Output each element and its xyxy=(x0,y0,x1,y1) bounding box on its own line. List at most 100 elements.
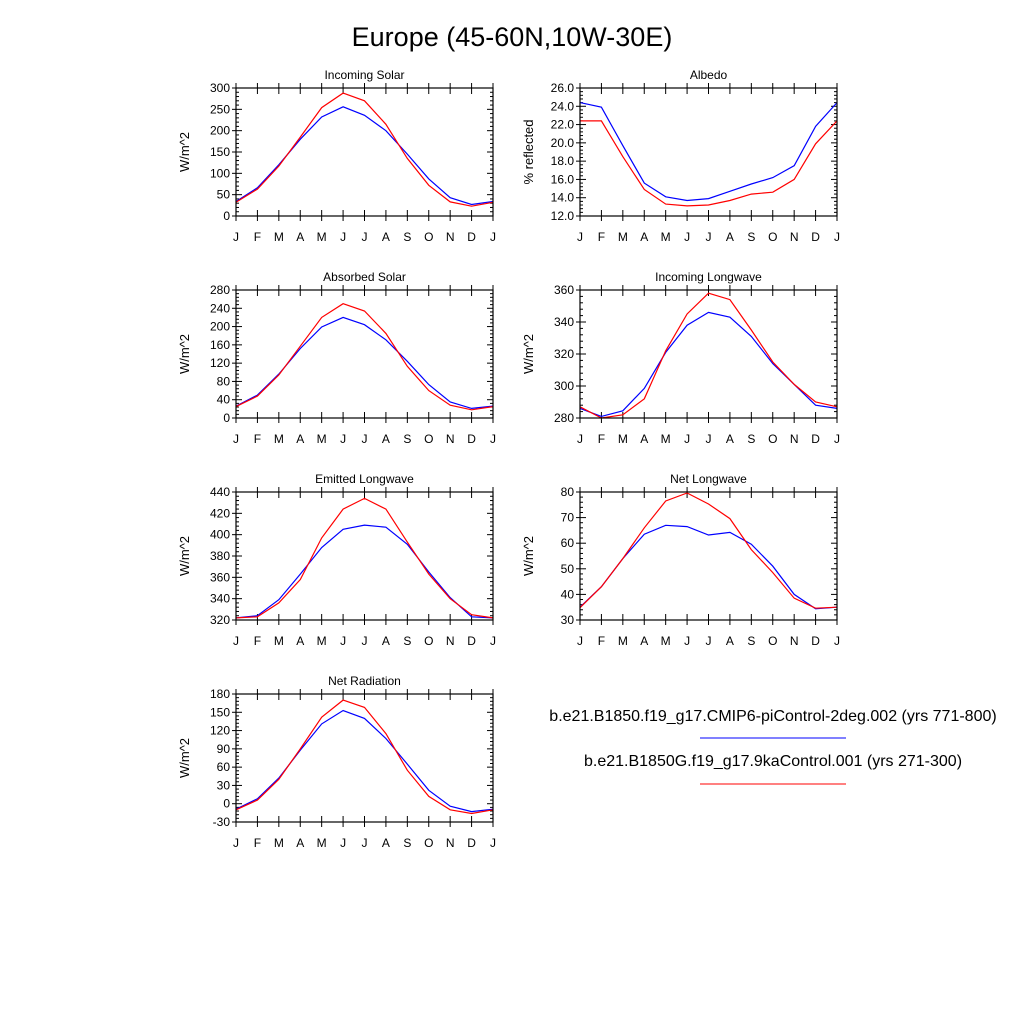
x-tick-label: D xyxy=(467,836,476,850)
x-tick-label: J xyxy=(684,634,690,648)
y-tick-label: 200 xyxy=(210,320,230,334)
y-tick-label: 280 xyxy=(210,283,230,297)
y-axis-label: W/m^2 xyxy=(177,738,192,778)
series-line-2 xyxy=(580,120,838,207)
x-tick-label: M xyxy=(661,432,671,446)
x-tick-label: D xyxy=(811,634,820,648)
x-tick-label: J xyxy=(362,432,368,446)
y-tick-label: 30 xyxy=(561,613,575,627)
x-tick-label: A xyxy=(382,634,390,648)
x-tick-label: N xyxy=(446,230,455,244)
x-tick-label: S xyxy=(403,432,411,446)
x-tick-label: A xyxy=(382,230,390,244)
x-tick-label: O xyxy=(768,230,777,244)
x-tick-label: J xyxy=(706,432,712,446)
x-tick-label: M xyxy=(274,634,284,648)
panel-albedo: Albedo % reflected 12.0 14.0 16.0 18.0 20.0 22.… xyxy=(521,68,840,244)
x-tick-label: O xyxy=(424,634,433,648)
x-tick-label: M xyxy=(317,230,327,244)
x-tick-label: M xyxy=(274,432,284,446)
series-line-2 xyxy=(235,497,494,619)
series-line-1 xyxy=(235,106,494,206)
y-tick-label: 320 xyxy=(554,347,574,361)
y-tick-label: 360 xyxy=(554,283,574,297)
x-tick-label: F xyxy=(598,230,605,244)
series-line-1 xyxy=(235,316,494,410)
y-tick-label: 240 xyxy=(210,301,230,315)
x-tick-label: O xyxy=(768,634,777,648)
y-tick-label: 40 xyxy=(217,393,231,407)
x-tick-label: A xyxy=(296,836,304,850)
x-tick-label: A xyxy=(296,230,304,244)
y-tick-label: 420 xyxy=(210,506,230,520)
x-tick-label: S xyxy=(747,432,755,446)
x-tick-label: J xyxy=(233,432,239,446)
x-tick-label: J xyxy=(490,230,496,244)
x-tick-label: A xyxy=(726,634,734,648)
x-tick-label: S xyxy=(747,230,755,244)
x-tick-label: F xyxy=(254,230,261,244)
y-tick-label: 400 xyxy=(210,528,230,542)
y-tick-label: 340 xyxy=(210,592,230,606)
y-tick-label: 90 xyxy=(217,742,231,756)
figure-title: Europe (45-60N,10W-30E) xyxy=(352,22,673,52)
y-tick-label: 16.0 xyxy=(551,172,575,186)
x-tick-label: J xyxy=(684,432,690,446)
x-tick-label: M xyxy=(618,432,628,446)
x-tick-label: J xyxy=(834,634,840,648)
plot-frame xyxy=(579,289,838,419)
y-tick-label: 70 xyxy=(561,511,575,525)
y-tick-label: 0 xyxy=(223,411,230,425)
x-tick-label: J xyxy=(362,634,368,648)
x-tick-label: A xyxy=(640,432,648,446)
series-line-2 xyxy=(579,492,838,609)
x-tick-label: S xyxy=(403,230,411,244)
x-tick-label: D xyxy=(467,230,476,244)
y-tick-label: 160 xyxy=(210,338,230,352)
panel-emitted-longwave: Emitted Longwave W/m^2 320 340 360 380 400 420 4… xyxy=(177,472,496,648)
x-tick-label: J xyxy=(684,230,690,244)
x-tick-label: D xyxy=(467,634,476,648)
x-tick-label: A xyxy=(726,432,734,446)
x-tick-label: M xyxy=(317,836,327,850)
series-line-1 xyxy=(579,102,838,202)
y-tick-label: 0 xyxy=(223,209,230,223)
y-tick-label: 12.0 xyxy=(551,209,575,223)
x-tick-label: N xyxy=(446,432,455,446)
panel-title: Net Longwave xyxy=(670,472,747,486)
y-tick-label: 80 xyxy=(561,485,575,499)
x-tick-label: M xyxy=(274,230,284,244)
y-axis-label: W/m^2 xyxy=(177,132,192,172)
series-line-1 xyxy=(579,524,838,610)
x-tick-label: J xyxy=(233,230,239,244)
x-tick-label: F xyxy=(254,634,261,648)
panel-title: Incoming Solar xyxy=(324,68,404,82)
x-tick-label: D xyxy=(811,432,820,446)
x-tick-label: M xyxy=(317,634,327,648)
x-tick-label: J xyxy=(834,432,840,446)
plot-frame xyxy=(235,693,494,823)
panel-title: Net Radiation xyxy=(328,674,401,688)
plot-frame xyxy=(235,87,494,217)
x-tick-label: A xyxy=(640,230,648,244)
series-line-1 xyxy=(235,524,494,619)
y-tick-label: 180 xyxy=(210,687,230,701)
x-tick-label: O xyxy=(768,432,777,446)
y-tick-label: 340 xyxy=(554,315,574,329)
legend: b.e21.B1850.f19_g17.CMIP6-piControl-2deg… xyxy=(549,708,997,785)
x-tick-label: D xyxy=(467,432,476,446)
x-tick-label: J xyxy=(834,230,840,244)
y-tick-label: 200 xyxy=(210,124,230,138)
plot-frame xyxy=(235,289,494,419)
y-tick-label: 14.0 xyxy=(551,191,575,205)
panel-title: Incoming Longwave xyxy=(655,270,762,284)
x-tick-label: A xyxy=(296,634,304,648)
x-tick-label: A xyxy=(726,230,734,244)
y-tick-label: 0 xyxy=(223,797,230,811)
x-tick-label: J xyxy=(233,634,239,648)
